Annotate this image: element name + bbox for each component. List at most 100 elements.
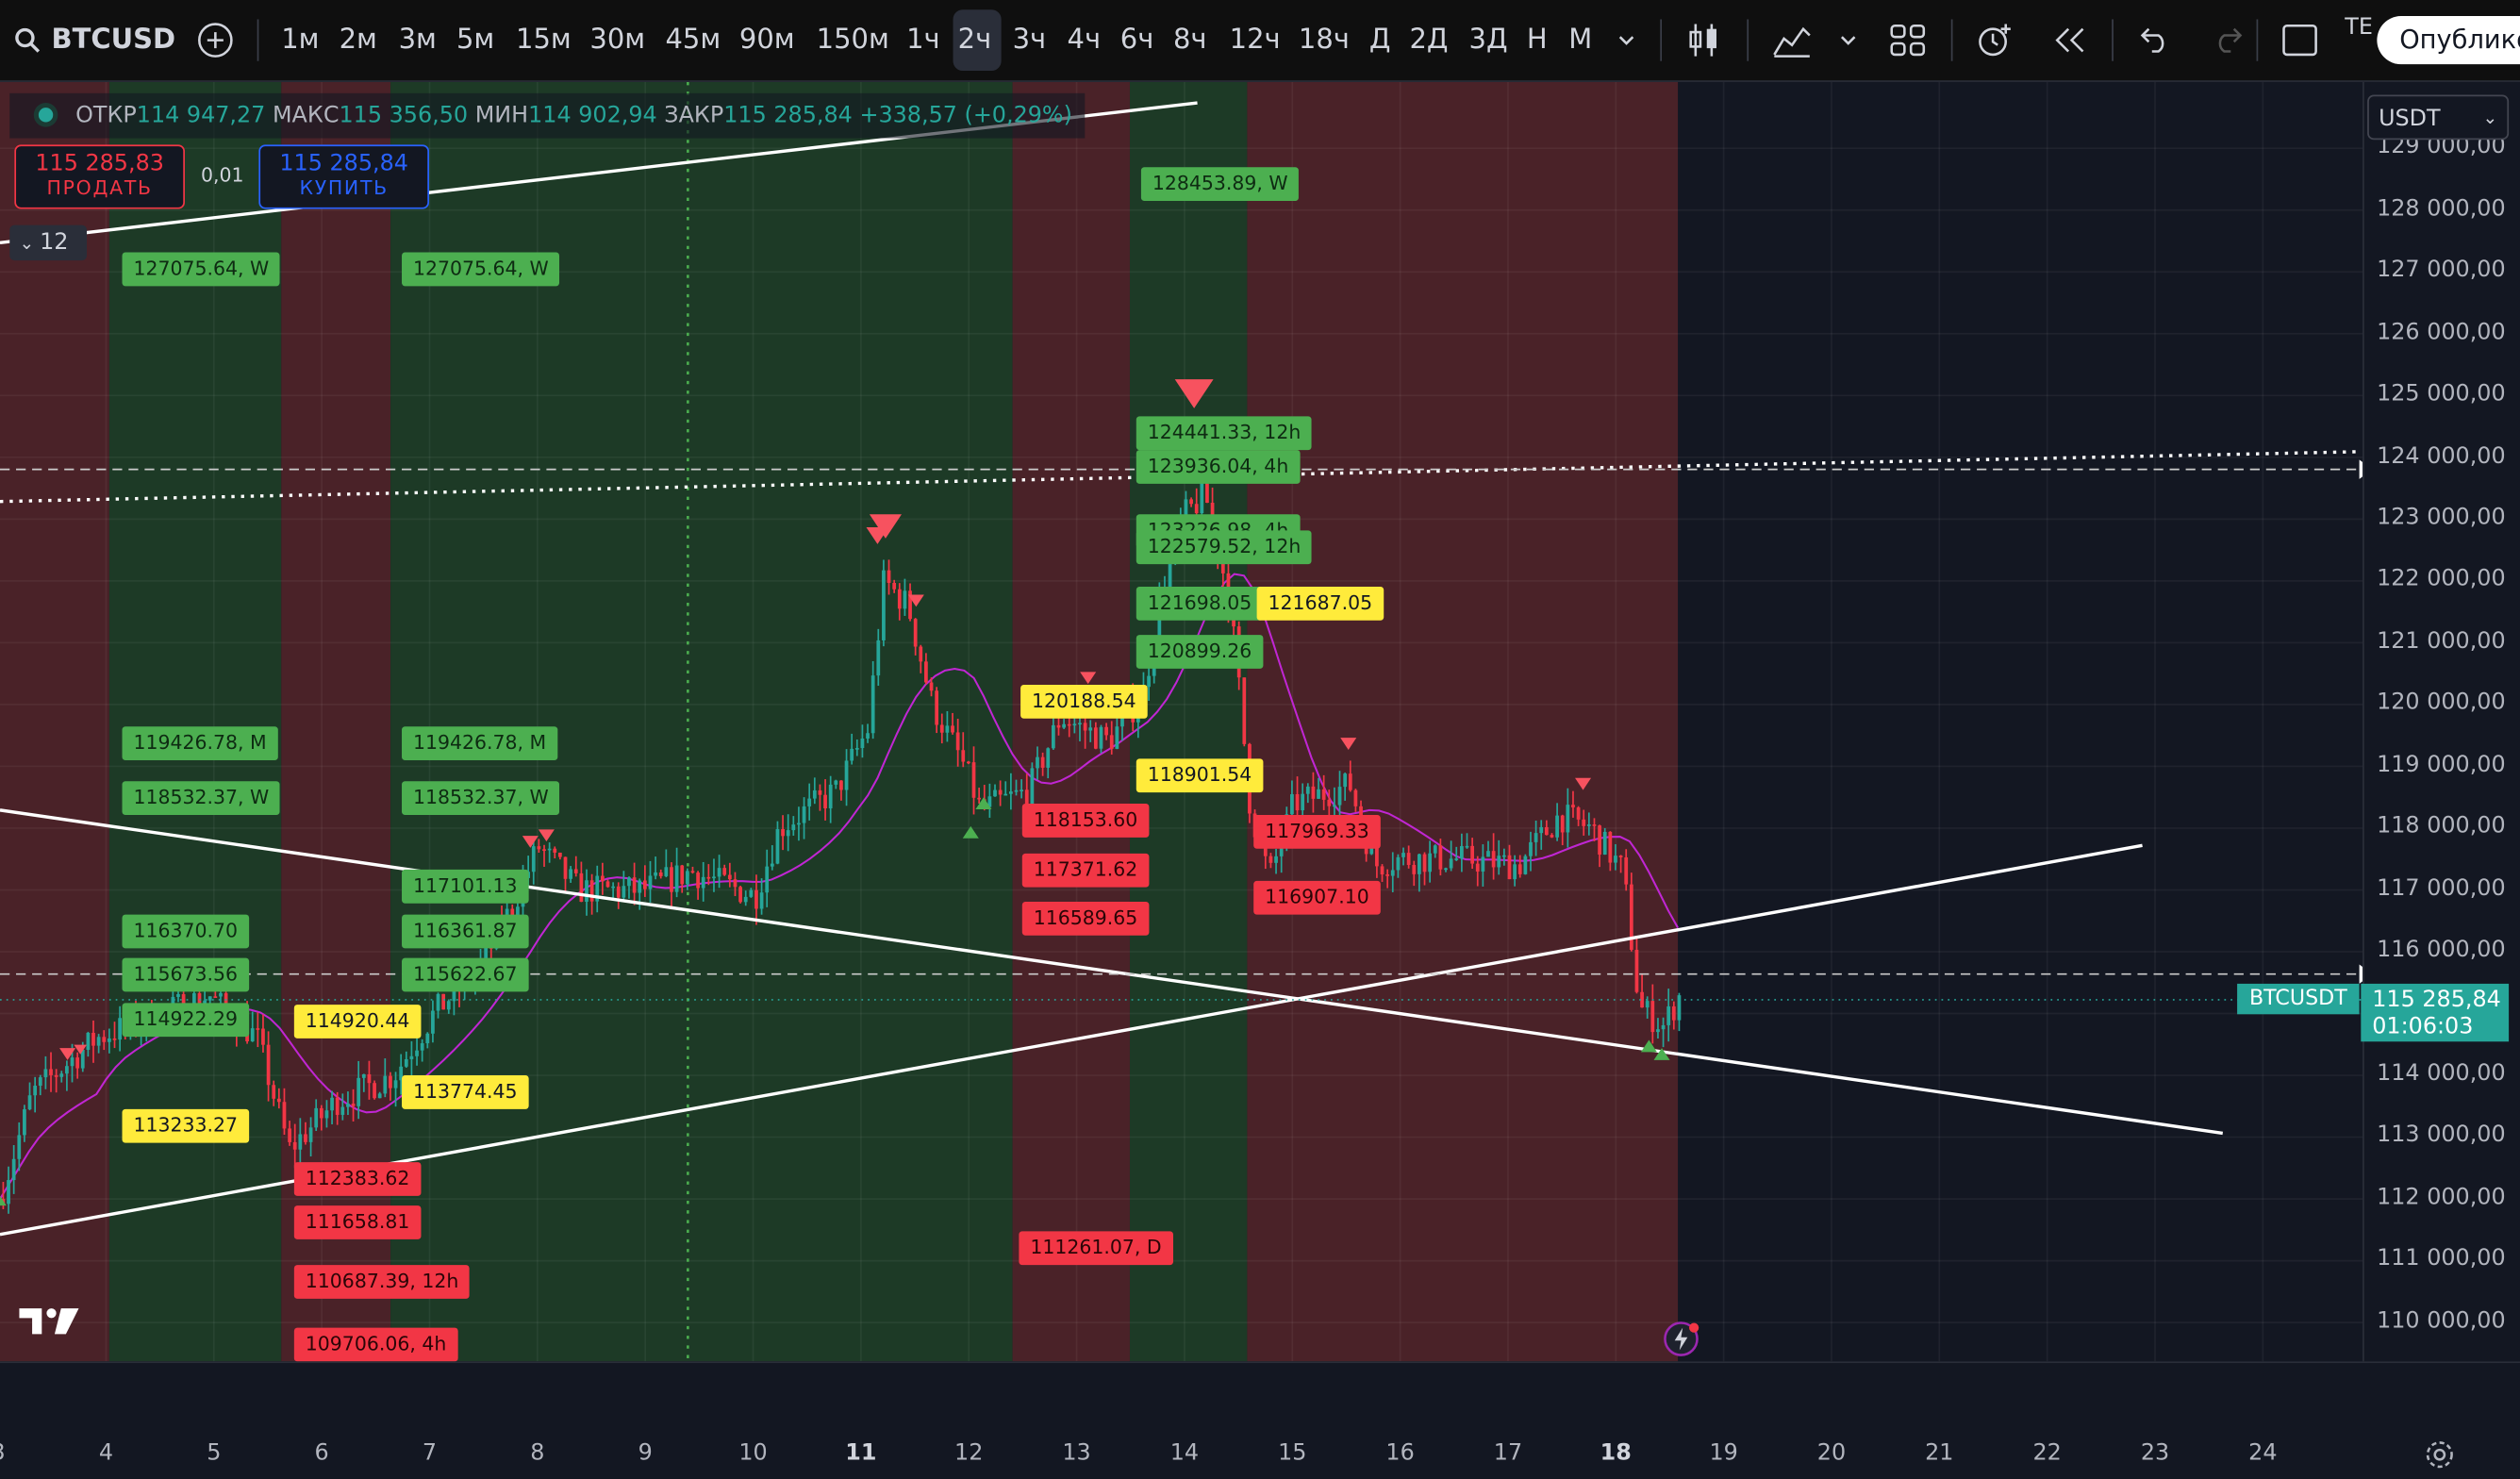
price-level-tag[interactable]: 120188.54 — [1020, 684, 1148, 719]
price-level-tag[interactable]: 115673.56 — [122, 957, 249, 992]
timeframe-1ч[interactable]: 1ч — [906, 24, 940, 57]
indicators-dropdown-icon[interactable] — [1838, 32, 1857, 48]
price-level-tag[interactable]: 109706.06, 4h — [293, 1327, 458, 1362]
price-level-tag[interactable]: 127075.64, W — [402, 252, 560, 287]
candle-body — [1433, 845, 1437, 854]
buy-button[interactable]: 115 285,84 КУПИТЬ — [258, 144, 429, 209]
price-level-tag[interactable]: 111261.07, D — [1019, 1231, 1173, 1266]
timeframe-5м[interactable]: 5м — [456, 24, 495, 57]
indicators-icon[interactable] — [1773, 23, 1812, 58]
timeframe-12ч[interactable]: 12ч — [1229, 24, 1281, 57]
redo-icon[interactable] — [2212, 25, 2244, 55]
lightning-icon[interactable] — [1662, 1318, 1703, 1359]
top-toolbar: BTCUSD 1м 2м 3м 5м 15м 30м 45м 90м 150м 1ч 2ч 3ч 4ч 6… — [0, 0, 2520, 82]
search-icon[interactable] — [14, 27, 41, 53]
candle-body — [1501, 855, 1506, 857]
order-quantity[interactable]: 0,01 — [201, 163, 244, 187]
price-level-tag[interactable]: 117371.62 — [1021, 853, 1150, 888]
timeframe-8ч[interactable]: 8ч — [1172, 24, 1207, 57]
add-symbol-icon[interactable] — [198, 23, 233, 58]
price-level-tag[interactable]: 119426.78, M — [402, 726, 558, 761]
price-level-tag[interactable]: 119426.78, M — [122, 726, 278, 761]
timeframe-18ч[interactable]: 18ч — [1298, 24, 1350, 57]
timeframe-dropdown-icon[interactable] — [1616, 32, 1635, 48]
price-scale[interactable]: 129 000,00 128 000,00 127 000,00 126 000,00… — [2362, 81, 2520, 1362]
price-level-tag[interactable]: 112383.62 — [293, 1162, 422, 1196]
price-level-tag[interactable]: 114920.44 — [293, 1005, 422, 1039]
candle-body — [1003, 793, 1008, 796]
timeframe-150м[interactable]: 150м — [816, 24, 889, 57]
sell-button[interactable]: 115 285,83 ПРОДАТЬ — [14, 144, 185, 209]
price-level-tag[interactable]: 118153.60 — [1021, 804, 1150, 838]
time-tick-label: 20 — [1816, 1439, 1847, 1467]
price-level-tag[interactable]: 118901.54 — [1136, 758, 1264, 793]
price-level-tag[interactable]: 116907.10 — [1253, 880, 1381, 915]
timeframe-1м[interactable]: 1м — [281, 24, 320, 57]
layout-grid-icon[interactable] — [1890, 24, 1926, 57]
timeframe-3м[interactable]: 3м — [398, 24, 437, 57]
candle-body — [701, 876, 705, 889]
timeframe-2ч[interactable]: 2ч — [957, 24, 992, 57]
price-level-tag[interactable]: 117101.13 — [402, 869, 529, 904]
replay-icon[interactable] — [2052, 25, 2087, 55]
indicators-toggle[interactable]: ⌄ 12 — [9, 224, 88, 261]
price-level-tag[interactable]: 116589.65 — [1021, 902, 1150, 936]
candle-body — [1337, 787, 1342, 806]
price-level-tag[interactable]: 116370.70 — [122, 914, 249, 949]
price-level-tag[interactable]: 122579.52, 12h — [1136, 530, 1313, 565]
fullscreen-icon[interactable] — [2282, 24, 2317, 57]
tradingview-logo-icon[interactable] — [18, 1305, 82, 1338]
timeframe-3Д[interactable]: 3Д — [1468, 24, 1508, 57]
publish-button[interactable]: Опублико — [2377, 16, 2520, 65]
time-tick-label: 22 — [2032, 1439, 2062, 1467]
price-level-tag[interactable]: 121698.05 — [1136, 586, 1264, 621]
alert-icon[interactable] — [1975, 21, 2014, 59]
price-level-tag[interactable]: 118532.37, W — [402, 781, 560, 815]
timeframe-15м[interactable]: 15м — [516, 24, 572, 57]
price-level-tag[interactable]: 113774.45 — [402, 1075, 529, 1109]
currency-select[interactable]: USDT ⌄ — [2367, 94, 2510, 141]
candles-style-icon[interactable] — [1687, 21, 1719, 59]
symbol-name[interactable]: BTCUSD — [51, 24, 176, 57]
chart-pane[interactable] — [0, 81, 2363, 1362]
timeframe-Д[interactable]: Д — [1368, 24, 1391, 57]
candle-body — [1608, 831, 1613, 863]
price-chart[interactable] — [0, 81, 2363, 1362]
ohlc-legend[interactable]: ОТКР114 947,27 МАКС115 356,50 МИН114 902… — [9, 92, 1086, 139]
price-level-tag[interactable]: 110687.39, 12h — [293, 1265, 471, 1299]
timeframe-30м[interactable]: 30м — [589, 24, 646, 57]
candle-body — [340, 1106, 345, 1115]
timeframe-4ч[interactable]: 4ч — [1067, 24, 1102, 57]
price-level-tag[interactable]: 118532.37, W — [122, 781, 281, 815]
undo-icon[interactable] — [2139, 25, 2171, 55]
timeframe-45м[interactable]: 45м — [665, 24, 721, 57]
price-level-tag[interactable]: 120899.26 — [1136, 635, 1264, 669]
candle-body — [1200, 482, 1204, 514]
price-tick-label: 126 000,00 — [2377, 319, 2506, 345]
settings-gear-icon[interactable] — [2424, 1438, 2456, 1471]
price-level-tag[interactable]: 117969.33 — [1253, 814, 1381, 849]
candle-body — [1242, 677, 1247, 744]
price-level-tag[interactable]: 121687.05 — [1256, 586, 1384, 621]
price-level-tag[interactable]: 116361.87 — [402, 914, 529, 949]
price-level-tag[interactable]: 115622.67 — [402, 957, 529, 992]
timeframe-6ч[interactable]: 6ч — [1119, 24, 1154, 57]
timeframe-2Д[interactable]: 2Д — [1409, 24, 1449, 57]
candle-body — [1040, 756, 1045, 768]
time-scale[interactable]: 3 4 5 6 7 8 9 10 11 12 13 14 15 16 17 18 19 20 21 22 23 24 — [0, 1361, 2520, 1479]
price-level-tag[interactable]: 124441.33, 12h — [1136, 416, 1313, 451]
timeframe-3ч[interactable]: 3ч — [1012, 24, 1047, 57]
price-level-tag[interactable]: 123936.04, 4h — [1136, 450, 1301, 484]
price-level-tag[interactable]: 111658.81 — [293, 1205, 422, 1239]
price-level-tag[interactable]: 114922.29 — [122, 1003, 249, 1038]
timeframe-Н[interactable]: Н — [1526, 24, 1548, 57]
candle-body — [1036, 756, 1039, 769]
price-level-tag[interactable]: 127075.64, W — [122, 252, 281, 287]
price-level-tag[interactable]: 113233.27 — [122, 1108, 249, 1143]
timeframe-М[interactable]: М — [1568, 24, 1593, 57]
session-zone — [1247, 81, 1679, 1362]
timeframe-2м[interactable]: 2м — [339, 24, 377, 57]
candle-body — [1507, 855, 1512, 880]
timeframe-90м[interactable]: 90м — [738, 24, 795, 57]
price-level-tag[interactable]: 128453.89, W — [1140, 167, 1300, 202]
